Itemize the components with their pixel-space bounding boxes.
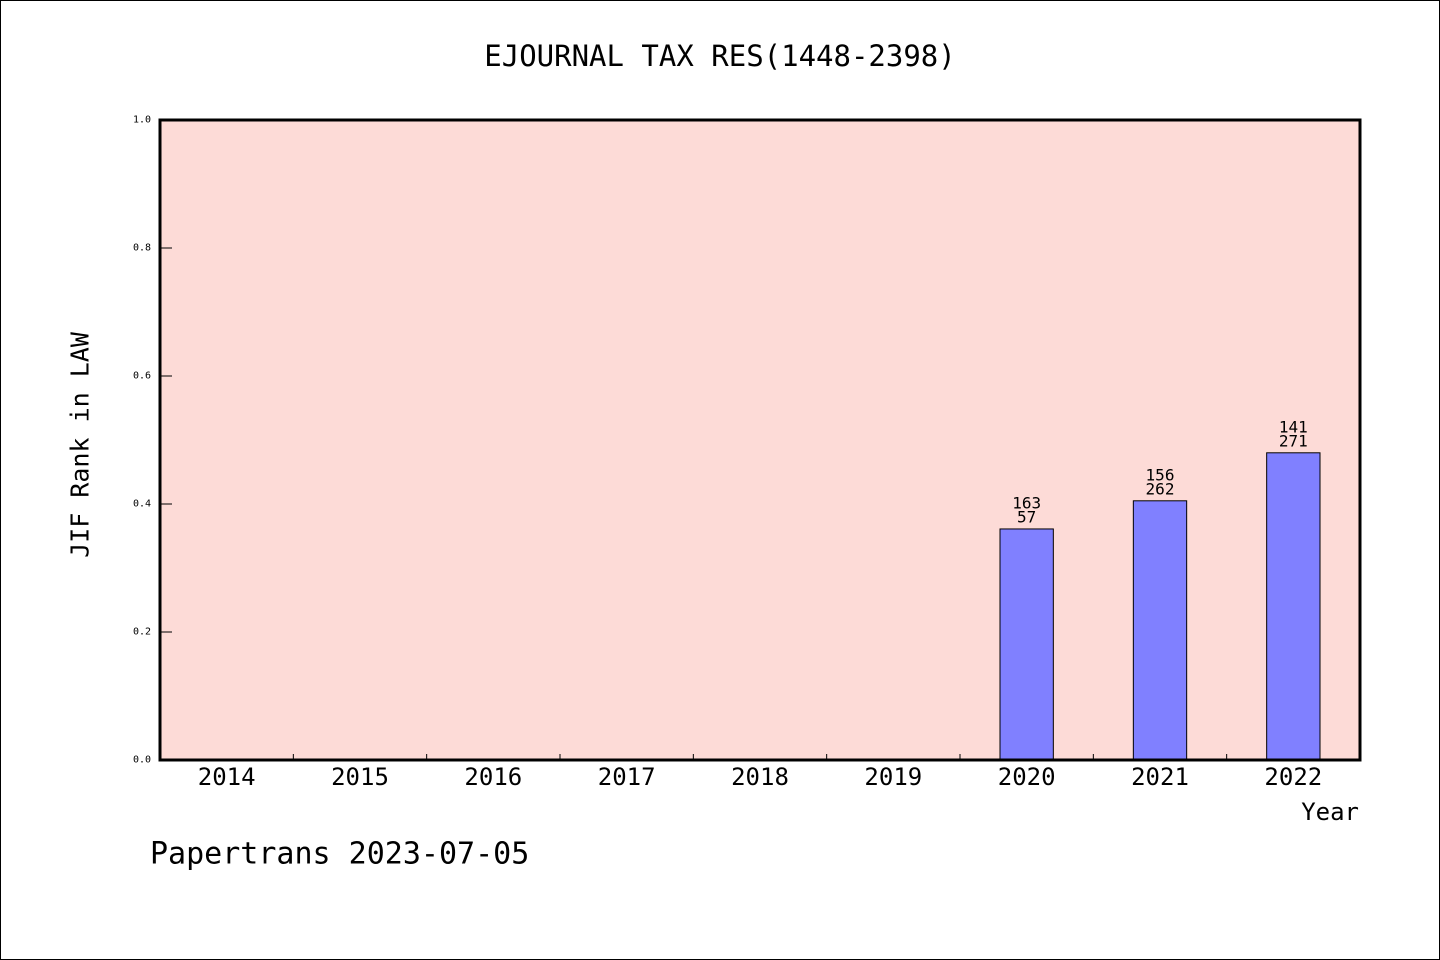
- data-label: 271: [1279, 431, 1308, 450]
- x-tick-label: 2020: [998, 763, 1056, 791]
- data-label: 156: [1146, 465, 1175, 484]
- x-tick-label: 2015: [331, 763, 389, 791]
- y-tick-label: 0.6: [133, 371, 151, 382]
- data-label: 141: [1279, 417, 1308, 436]
- footer-credit: Papertrans 2023-07-05: [150, 837, 529, 872]
- y-tick-label: 0.8: [133, 243, 151, 254]
- x-tick-label: 2022: [1264, 763, 1322, 791]
- y-tick-label: 1.0: [133, 115, 151, 126]
- x-tick-label: 2021: [1131, 763, 1189, 791]
- x-tick-label: 2019: [864, 763, 922, 791]
- data-label: 262: [1146, 479, 1175, 498]
- x-tick-label: 2014: [198, 763, 256, 791]
- x-tick-label: 2016: [464, 763, 522, 791]
- y-tick-label: 0.0: [133, 755, 151, 766]
- x-axis-label: Year: [1301, 798, 1359, 826]
- bars: [999, 452, 1321, 761]
- x-tick-label: 2018: [731, 763, 789, 791]
- data-label: 163: [1012, 493, 1041, 512]
- bar-2021: [1132, 500, 1188, 761]
- y-axis-ticks: 0.0 0.2 0.4 0.6 0.8 1.0: [133, 115, 172, 766]
- data-label: 57: [1017, 507, 1036, 526]
- plot-area-border: [158, 118, 1362, 762]
- bar-2022: [1266, 452, 1321, 761]
- chart-title: EJOURNAL TAX RES(1448-2398): [484, 39, 955, 73]
- y-tick-label: 0.2: [133, 627, 151, 638]
- y-axis-label: JIF Rank in LAW: [66, 331, 95, 558]
- y-tick-label: 0.4: [133, 499, 151, 510]
- x-axis-ticks: 2014 2015 2016 2017 2018 2019 2020 2021 2022: [198, 754, 1322, 791]
- bar-2020: [999, 528, 1054, 761]
- x-tick-label: 2017: [598, 763, 656, 791]
